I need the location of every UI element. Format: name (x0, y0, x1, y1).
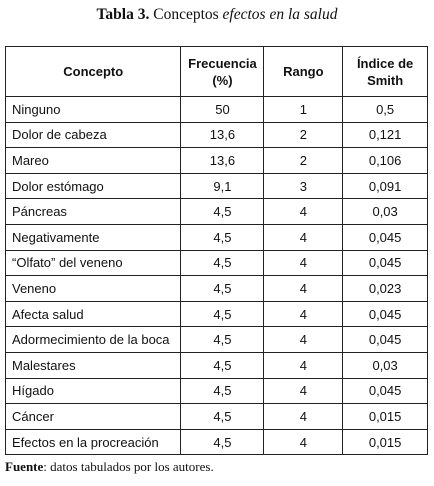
table-cell: 4 (263, 351, 344, 379)
table-cell: 0,045 (342, 300, 428, 328)
table-cell: 4,5 (180, 275, 265, 302)
table-row: Veneno 4,5 4 0,023 (4, 275, 428, 302)
table-cell: Afecta salud (4, 300, 182, 328)
source-text: : datos tabulados por los autores. (43, 459, 214, 474)
table-cell: 0,045 (342, 223, 428, 251)
table-cell: Mareo (4, 147, 182, 174)
table-cell: 0,015 (342, 428, 428, 456)
header-cell: Rango (263, 46, 344, 97)
table-cell: 4 (263, 223, 344, 251)
table-row: Mareo 13,6 2 0,106 (4, 147, 428, 174)
table-cell: Negativamente (4, 223, 182, 251)
table-cell: 4,5 (180, 223, 265, 251)
table-cell: 0,023 (342, 275, 428, 302)
table-cell: “Olfato” del veneno (4, 249, 182, 277)
table-cell: 4,5 (180, 428, 265, 456)
table-title: Tabla 3. Conceptos efectos en la salud (0, 6, 434, 24)
source-note: Fuente: datos tabulados por los autores. (5, 459, 214, 475)
table-cell: 4,5 (180, 198, 265, 225)
table-cell: 4,5 (180, 351, 265, 379)
table-cell: 4,5 (180, 403, 265, 430)
table-cell: 4 (263, 275, 344, 302)
title-italic: efectos en la salud (222, 6, 338, 23)
table-cell: 0,03 (342, 351, 428, 379)
table-row: Cáncer 4,5 4 0,015 (4, 403, 428, 430)
table-row: Hígado 4,5 4 0,045 (4, 377, 428, 405)
table-cell: 50 (180, 96, 265, 123)
table-cell: 0,045 (342, 249, 428, 277)
table-cell: 4 (263, 249, 344, 277)
table-cell: Adormecimiento de la boca (4, 326, 182, 353)
table-cell: 4,5 (180, 377, 265, 405)
table-cell: 4 (263, 377, 344, 405)
table-cell: 4,5 (180, 326, 265, 353)
table-cell: 2 (263, 147, 344, 174)
header-cell: Índice de Smith (342, 46, 428, 97)
table-row: “Olfato” del veneno 4,5 4 0,045 (4, 249, 428, 277)
table-cell: 13,6 (180, 147, 265, 174)
table-cell: 0,106 (342, 147, 428, 174)
table-cell: Páncreas (4, 198, 182, 225)
table-cell: Cáncer (4, 403, 182, 430)
table-cell: 0,045 (342, 377, 428, 405)
table-cell: 2 (263, 121, 344, 149)
table-body: Ninguno 50 1 0,5 Dolor de cabeza 13,6 2 0,121 Ma… (4, 96, 428, 456)
table-cell: 0,121 (342, 121, 428, 149)
table-cell: 4,5 (180, 249, 265, 277)
table-row: Páncreas 4,5 4 0,03 (4, 198, 428, 225)
table-cell: 4,5 (180, 300, 265, 328)
title-text: Conceptos (153, 6, 219, 23)
table-row: Malestares 4,5 4 0,03 (4, 351, 428, 379)
table: Concepto Frecuencia (%) Rango Índice de Smi… (4, 46, 428, 456)
table-row: Efectos en la procreación 4,5 4 0,015 (4, 428, 428, 456)
table-cell: 0,091 (342, 172, 428, 200)
table-cell: 0,03 (342, 198, 428, 225)
table-row: Adormecimiento de la boca 4,5 4 0,045 (4, 326, 428, 353)
table-cell: Ninguno (4, 96, 182, 123)
table-cell: 0,015 (342, 403, 428, 430)
table-cell: 1 (263, 96, 344, 123)
table-cell: 3 (263, 172, 344, 200)
table-cell: Hígado (4, 377, 182, 405)
table-cell: 4 (263, 403, 344, 430)
table-cell: Dolor estómago (4, 172, 182, 200)
table-cell: 13,6 (180, 121, 265, 149)
table-cell: Dolor de cabeza (4, 121, 182, 149)
table-cell: Efectos en la procreación (4, 428, 182, 456)
table-cell: Veneno (4, 275, 182, 302)
header-row: Concepto Frecuencia (%) Rango Índice de Smi… (4, 46, 428, 97)
table-cell: 0,045 (342, 326, 428, 353)
title-label: Tabla 3. (96, 6, 150, 23)
table-row: Ninguno 50 1 0,5 (4, 96, 428, 123)
table-row: Dolor de cabeza 13,6 2 0,121 (4, 121, 428, 149)
header-cell: Frecuencia (%) (180, 46, 265, 97)
table-cell: 4 (263, 428, 344, 456)
table-cell: 4 (263, 198, 344, 225)
header-cell: Concepto (4, 46, 182, 97)
table-row: Negativamente 4,5 4 0,045 (4, 223, 428, 251)
table-cell: Malestares (4, 351, 182, 379)
table-cell: 9,1 (180, 172, 265, 200)
source-label: Fuente (5, 459, 44, 474)
table-cell: 4 (263, 326, 344, 353)
table-row: Afecta salud 4,5 4 0,045 (4, 300, 428, 328)
table-cell: 4 (263, 300, 344, 328)
table-cell: 0,5 (342, 96, 428, 123)
table-row: Dolor estómago 9,1 3 0,091 (4, 172, 428, 200)
